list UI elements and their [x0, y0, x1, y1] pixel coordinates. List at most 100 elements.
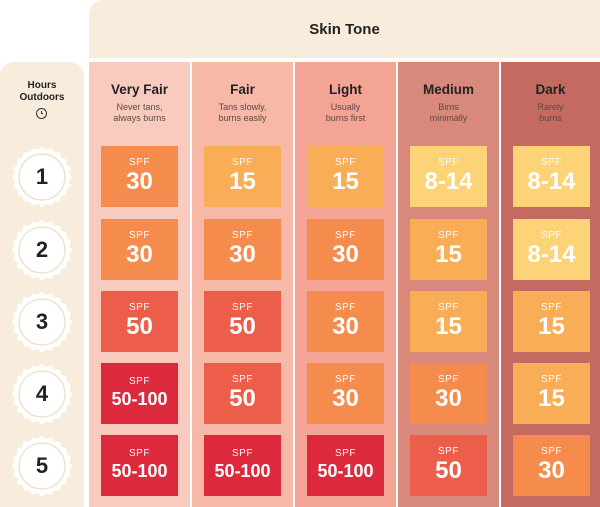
spf-cell: SPF 15: [307, 146, 384, 207]
spf-cell: SPF 30: [101, 146, 178, 207]
tone-description: Never tans, always burns: [113, 102, 166, 123]
tone-description: Birns minimally: [429, 102, 468, 123]
spf-label: SPF: [335, 302, 356, 313]
spf-cell: SPF 8-14: [513, 146, 590, 207]
tone-column-medium: Medium Birns minimally: [398, 62, 499, 507]
spf-value: 30: [435, 385, 462, 412]
spf-value: 50-100: [214, 461, 271, 481]
scalloped-badge-icon: [12, 219, 72, 280]
spf-cell: SPF 50-100: [307, 435, 384, 496]
spf-label: SPF: [129, 376, 150, 387]
spf-label: SPF: [438, 302, 459, 313]
spf-value: 8-14: [527, 241, 576, 268]
clock-icon: [36, 108, 47, 119]
spf-cell: SPF 50: [204, 363, 281, 424]
spf-value: 50: [435, 457, 462, 484]
spf-value: 15: [435, 313, 462, 340]
spf-label: SPF: [438, 157, 459, 168]
spf-cell: SPF 15: [410, 219, 487, 280]
spf-cell: SPF 50: [410, 435, 487, 496]
spf-label: SPF: [232, 157, 253, 168]
tone-description: Tans slowly, burns easily: [218, 102, 267, 123]
spf-label: SPF: [438, 374, 459, 385]
spf-value: 50: [126, 313, 153, 340]
tone-name: Medium: [422, 82, 474, 97]
spf-value: 30: [332, 313, 359, 340]
spf-cell: SPF 30: [410, 363, 487, 424]
hour-badge: 2: [11, 219, 73, 281]
spf-label: SPF: [232, 302, 253, 313]
spf-cell: SPF 30: [307, 291, 384, 352]
tone-column-fair: Fair Tans slowly, burns easily: [192, 62, 293, 507]
tone-name: Fair: [230, 82, 255, 97]
skin-tone-header: Skin Tone: [89, 0, 600, 58]
spf-label: SPF: [335, 230, 356, 241]
tone-column-light: Light Usually burns first: [295, 62, 396, 507]
tone-name: Very Fair: [110, 82, 169, 97]
spf-value: 50-100: [317, 461, 374, 481]
spf-value: 50: [229, 385, 256, 412]
spf-value: 30: [229, 241, 256, 268]
spf-label: SPF: [129, 157, 150, 168]
spf-value: 50-100: [111, 389, 168, 409]
spf-label: SPF: [335, 374, 356, 385]
spf-value: 15: [435, 241, 462, 268]
spf-label: SPF: [438, 446, 459, 457]
hour-number: 1: [35, 163, 49, 189]
spf-label: SPF: [541, 157, 562, 168]
spf-label: SPF: [129, 230, 150, 241]
spf-cell: SPF 15: [513, 291, 590, 352]
spf-cell: SPF 15: [410, 291, 487, 352]
hours-outdoors-column: Hours Outdoors: [0, 62, 84, 507]
hour-badge: 1: [11, 146, 73, 208]
spf-label: SPF: [335, 448, 356, 459]
spf-value: 15: [332, 168, 359, 195]
hour-badge: 5: [11, 435, 73, 497]
spf-value: 30: [126, 168, 153, 195]
hour-badge: 3: [11, 291, 73, 353]
skin-tone-title: Skin Tone: [309, 20, 380, 38]
spf-cell: SPF 30: [307, 219, 384, 280]
spf-cell: SPF 50: [101, 291, 178, 352]
tone-column-dark: Dark Rarely burns: [501, 62, 600, 507]
spf-cell: SPF 15: [513, 363, 590, 424]
badge-inner-circle: [18, 441, 66, 490]
hour-number: 3: [35, 308, 49, 334]
scalloped-badge-icon: [12, 146, 72, 207]
spf-cell: SPF 50-100: [204, 435, 281, 496]
spf-cell: SPF 8-14: [513, 219, 590, 280]
spf-value: 30: [332, 241, 359, 268]
hours-label-line2: Outdoors: [19, 92, 65, 103]
spf-label: SPF: [129, 302, 150, 313]
spf-label: SPF: [232, 448, 253, 459]
spf-value: 50: [229, 313, 256, 340]
tone-description: Usually burns first: [325, 102, 366, 123]
hours-outdoors-label: Hours Outdoors: [0, 80, 84, 104]
badge-inner-circle: [18, 369, 66, 418]
spf-label: SPF: [232, 230, 253, 241]
spf-label: SPF: [232, 374, 253, 385]
spf-label: SPF: [335, 157, 356, 168]
spf-value: 50-100: [111, 461, 168, 481]
spf-value: 30: [538, 457, 565, 484]
hour-number: 5: [35, 452, 49, 478]
spf-cell: SPF 30: [307, 363, 384, 424]
badge-inner-circle: [18, 297, 66, 346]
spf-value: 30: [126, 241, 153, 268]
spf-cell: SPF 30: [204, 219, 281, 280]
tone-column-very-fair: Very Fair Never tans, always burns: [89, 62, 190, 507]
spf-cell: SPF 50-100: [101, 435, 178, 496]
scalloped-badge-icon: [12, 363, 72, 424]
spf-value: 15: [538, 313, 565, 340]
spf-cell: SPF 30: [513, 435, 590, 496]
badge-inner-circle: [18, 225, 66, 274]
spf-value: 30: [332, 385, 359, 412]
scalloped-badge-icon: [12, 435, 72, 496]
spf-value: 8-14: [424, 168, 473, 195]
hour-number: 2: [35, 236, 49, 262]
spf-label: SPF: [541, 302, 562, 313]
tone-name: Dark: [535, 82, 566, 97]
tone-description: Rarely burns: [537, 102, 564, 123]
hours-label-line1: Hours: [27, 80, 57, 91]
scalloped-badge-icon: [12, 291, 72, 352]
